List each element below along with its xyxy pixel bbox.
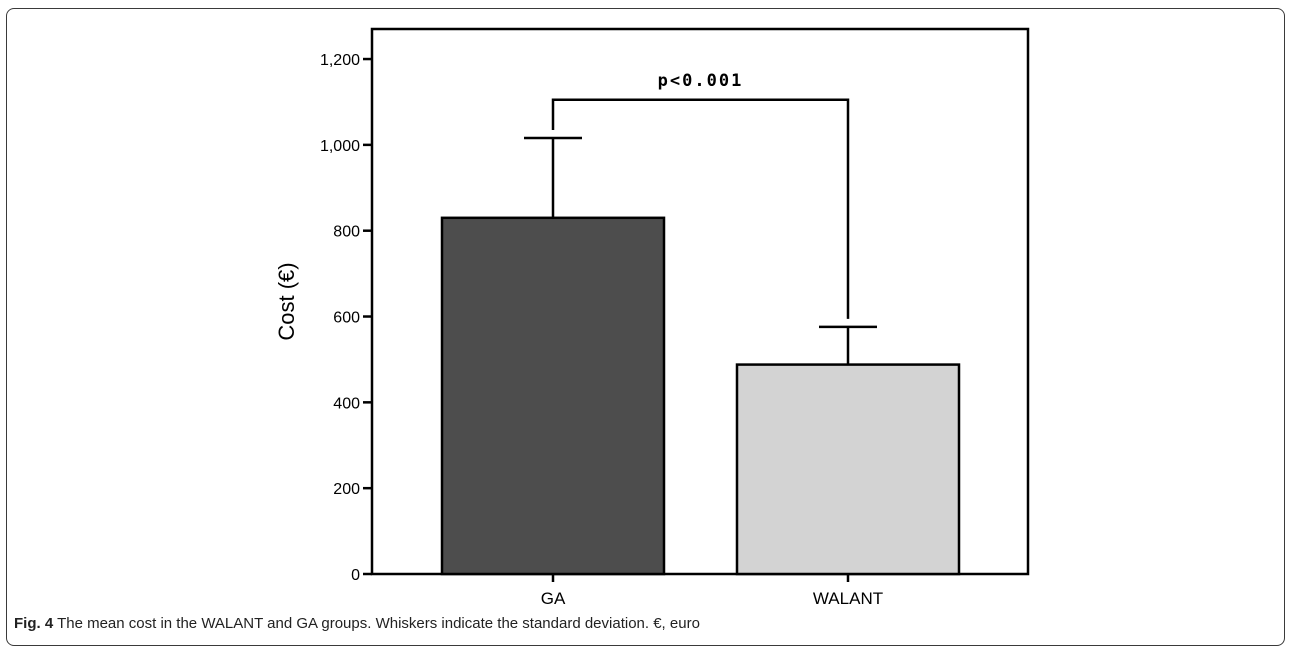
- plot-area: [370, 27, 1030, 576]
- y-tick-label: 0: [351, 567, 360, 584]
- figure-label: Fig. 4: [14, 615, 54, 632]
- bar-chart: 0 200 400 600 800 1,000 1,200 Cost (€) GA WALANT p…: [274, 27, 1030, 608]
- significance-bracket: [551, 98, 850, 319]
- y-axis-label: Cost (€): [274, 262, 299, 340]
- y-tick-label: 1,000: [320, 138, 360, 155]
- figure-caption: Fig. 4 The mean cost in the WALANT and G…: [14, 615, 700, 632]
- y-tick-label: 1,200: [320, 52, 360, 69]
- x-tick-label: GA: [541, 589, 566, 608]
- y-tick-label: 400: [333, 395, 360, 412]
- figure-caption-text: The mean cost in the WALANT and GA group…: [57, 615, 700, 632]
- significance-label: p<0.001: [658, 71, 744, 91]
- bar-ga: [440, 216, 666, 576]
- y-tick-label: 800: [333, 224, 360, 241]
- y-tick-label: 200: [333, 481, 360, 498]
- figure-frame: [6, 8, 1285, 646]
- bar-walant: [735, 363, 961, 576]
- x-tick-label: WALANT: [813, 589, 883, 608]
- y-tick-label: 600: [333, 310, 360, 327]
